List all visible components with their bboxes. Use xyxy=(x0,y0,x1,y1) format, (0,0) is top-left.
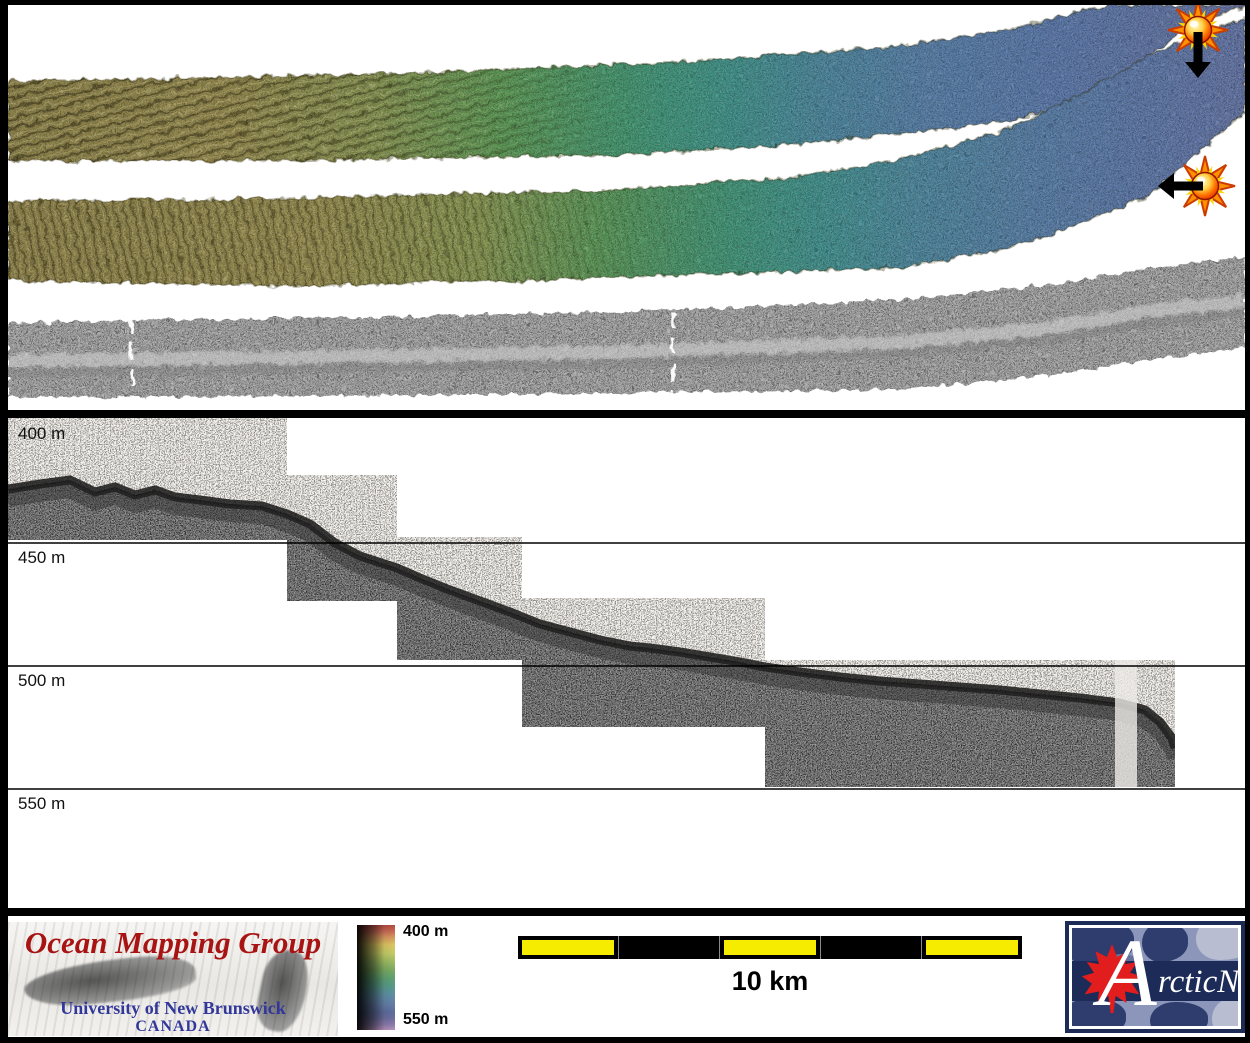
scale-bar-label: 10 km xyxy=(731,966,809,996)
map-landmass xyxy=(1142,928,1188,962)
arcticnet-inner: A rcticNet xyxy=(1069,925,1241,1029)
map-landmass xyxy=(1196,928,1238,960)
data-gap-band xyxy=(1115,660,1137,787)
scale-bar-segment xyxy=(518,936,618,959)
left-arrow-icon xyxy=(1158,173,1203,199)
seismic-tile xyxy=(522,598,765,727)
multibeam-swath-panel xyxy=(8,5,1245,410)
ocean-mapping-group-logo: Ocean Mapping Group University of New Br… xyxy=(8,922,338,1036)
maple-leaf-icon xyxy=(1081,944,1143,1014)
colorbar-top-label: 400 m xyxy=(403,923,449,940)
colorbar-bottom-label: 550 m xyxy=(403,1011,449,1028)
footer: Ocean Mapping Group University of New Br… xyxy=(8,916,1245,1037)
map-landmass xyxy=(1072,998,1126,1026)
depth-label-500: 500 m xyxy=(18,671,66,690)
subbottom-profile-panel: 400 m 450 m 500 m 550 m xyxy=(8,418,1245,908)
depth-colorbar xyxy=(357,925,395,1030)
scale-bar-segment xyxy=(618,936,719,959)
map-landmass xyxy=(1150,1002,1208,1026)
seismic-tile xyxy=(287,475,397,601)
down-arrow-icon xyxy=(1185,32,1211,78)
scale-bar-segment xyxy=(719,936,820,959)
arcticnet-initial: A xyxy=(1098,925,1157,1026)
texture-overlay xyxy=(8,922,338,1036)
depth-label-450: 450 m xyxy=(18,548,66,567)
arcticnet-name: rcticNet xyxy=(1158,964,1240,1000)
omg-university: University of New Brunswick xyxy=(60,998,286,1018)
omg-country: CANADA xyxy=(135,1018,211,1035)
seismic-tile xyxy=(397,537,522,660)
scale-bar-segment xyxy=(820,936,921,959)
swath-graphics xyxy=(8,5,1245,397)
scale-bar-segment xyxy=(921,936,1022,959)
omg-title: Ocean Mapping Group xyxy=(24,925,322,960)
depth-label-400: 400 m xyxy=(18,424,66,443)
map-landmass xyxy=(1212,998,1238,1026)
seismic-tile xyxy=(765,660,1175,787)
depth-label-550: 550 m xyxy=(18,794,66,813)
scale-bar xyxy=(518,936,1022,959)
seismic-tile xyxy=(8,418,287,540)
profile-graphics xyxy=(8,418,1245,790)
arcticnet-logo: A rcticNet xyxy=(1065,921,1245,1033)
